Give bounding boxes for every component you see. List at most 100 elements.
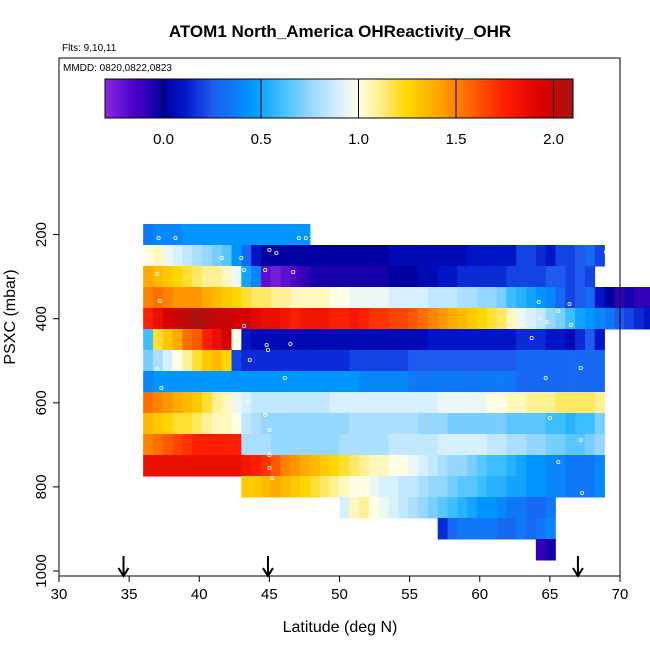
heatmap-cell bbox=[260, 245, 272, 267]
colorbar-segment bbox=[264, 79, 270, 118]
colorbar-segment bbox=[350, 79, 356, 118]
heatmap-cell bbox=[447, 266, 458, 288]
heatmap-cell bbox=[457, 434, 468, 456]
heatmap-cell bbox=[221, 371, 232, 393]
heatmap-cell bbox=[300, 287, 311, 309]
heatmap-cell bbox=[555, 266, 566, 288]
heatmap-cell bbox=[496, 266, 507, 288]
heatmap-cell bbox=[418, 476, 429, 498]
heatmap-cell bbox=[260, 329, 272, 351]
heatmap-cell bbox=[368, 476, 380, 498]
heatmap-cell bbox=[251, 455, 262, 477]
heatmap-cell bbox=[506, 434, 517, 456]
heatmap-cell bbox=[584, 329, 596, 351]
colorbar-segment bbox=[346, 79, 352, 118]
sample-marker bbox=[263, 267, 268, 272]
heatmap-cell bbox=[457, 455, 468, 477]
colorbar-segment bbox=[534, 79, 539, 118]
heatmap-cell bbox=[427, 371, 439, 393]
heatmap-cell bbox=[555, 455, 566, 477]
heatmap-cell bbox=[349, 287, 360, 309]
heatmap-cell bbox=[467, 371, 478, 393]
sample-marker bbox=[536, 299, 541, 304]
heatmap-cell bbox=[192, 350, 203, 372]
heatmap-cell bbox=[339, 350, 350, 372]
heatmap-cell bbox=[270, 371, 281, 393]
heatmap-cell bbox=[172, 413, 183, 435]
heatmap-cell bbox=[319, 392, 331, 414]
colorbar-segment bbox=[225, 79, 231, 118]
heatmap-cell bbox=[467, 434, 478, 456]
heatmap-cell bbox=[290, 245, 301, 267]
colorbar-segment bbox=[366, 79, 371, 118]
colorbar-segment bbox=[530, 79, 535, 118]
colorbar-segment bbox=[315, 79, 320, 118]
heatmap-cell bbox=[329, 308, 340, 330]
heatmap-cell bbox=[634, 308, 645, 330]
heatmap-cell bbox=[270, 329, 281, 351]
heatmap-cell bbox=[251, 308, 262, 330]
heatmap-cell bbox=[418, 266, 429, 288]
heatmap-cell bbox=[584, 287, 596, 309]
heatmap-cell bbox=[152, 329, 164, 351]
heatmap-cell bbox=[368, 266, 380, 288]
colorbar-segment bbox=[245, 79, 250, 118]
colorbar-segment bbox=[202, 79, 207, 118]
heatmap-cell bbox=[368, 392, 380, 414]
heatmap-cell bbox=[624, 308, 635, 330]
heatmap-cell bbox=[270, 308, 281, 330]
sample-marker bbox=[578, 365, 583, 370]
heatmap-cell bbox=[260, 413, 272, 435]
colorbar-segment bbox=[307, 79, 313, 118]
heatmap-cell bbox=[143, 329, 154, 351]
heatmap-cell bbox=[339, 287, 350, 309]
heatmap-cell bbox=[221, 455, 232, 477]
heatmap-cell bbox=[555, 371, 566, 393]
heatmap-cell bbox=[476, 434, 488, 456]
heatmap-cell bbox=[427, 329, 439, 351]
heatmap-cell bbox=[270, 476, 281, 498]
heatmap-cell bbox=[545, 476, 556, 498]
heatmap-cell bbox=[260, 455, 272, 477]
heatmap-cell bbox=[447, 350, 458, 372]
heatmap-cell bbox=[594, 434, 605, 456]
heatmap-cell bbox=[486, 497, 497, 519]
heatmap-cell bbox=[545, 518, 556, 540]
heatmap-cell bbox=[476, 476, 488, 498]
heatmap-cell bbox=[143, 413, 154, 435]
sample-marker bbox=[267, 465, 272, 470]
heatmap-cell bbox=[378, 350, 389, 372]
colorbar-segment bbox=[214, 79, 219, 118]
colorbar-segment bbox=[389, 79, 395, 118]
heatmap-cell bbox=[349, 413, 360, 435]
heatmap-cell bbox=[310, 245, 321, 267]
heatmap-cell bbox=[300, 266, 311, 288]
heatmap-cell bbox=[496, 476, 507, 498]
colorbar-segment bbox=[327, 79, 332, 118]
colorbar-segment bbox=[186, 79, 192, 118]
heatmap-cell bbox=[506, 245, 517, 267]
colorbar-segment bbox=[448, 79, 453, 118]
colorbar-segment bbox=[374, 79, 379, 118]
colorbar-segment bbox=[467, 79, 473, 118]
heatmap-cell bbox=[594, 287, 605, 309]
heatmap-cell bbox=[349, 455, 360, 477]
heatmap-cell bbox=[614, 287, 625, 309]
heatmap-cell bbox=[447, 518, 458, 540]
sample-marker bbox=[543, 375, 548, 380]
heatmap-cell bbox=[506, 518, 517, 540]
heatmap-cell bbox=[575, 413, 586, 435]
heatmap-cell bbox=[437, 266, 448, 288]
heatmap-cell bbox=[526, 350, 537, 372]
heatmap-cell bbox=[457, 287, 468, 309]
x-tick-label: 70 bbox=[612, 586, 629, 603]
heatmap-cell bbox=[457, 245, 468, 267]
heatmap-cell bbox=[408, 413, 419, 435]
colorbar-segment bbox=[381, 79, 387, 118]
heatmap-cell bbox=[584, 266, 596, 288]
heatmap-cell bbox=[565, 476, 576, 498]
heatmap-cell bbox=[476, 392, 488, 414]
heatmap-cell bbox=[202, 308, 213, 330]
heatmap-cell bbox=[496, 518, 507, 540]
heatmap-cell bbox=[526, 476, 537, 498]
